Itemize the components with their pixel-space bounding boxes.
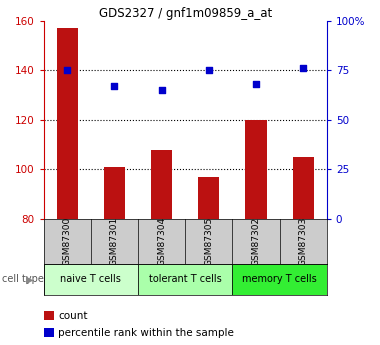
Point [158, 87, 165, 93]
Bar [198, 177, 220, 219]
Text: GSM87304: GSM87304 [157, 217, 166, 266]
Point [206, 68, 212, 73]
Point [64, 68, 70, 73]
Text: ▶: ▶ [26, 275, 33, 284]
Point [111, 83, 117, 89]
Text: naive T cells: naive T cells [60, 275, 121, 284]
Text: tolerant T cells: tolerant T cells [149, 275, 222, 284]
Text: count: count [58, 311, 88, 321]
Bar [233, 264, 327, 295]
Point [300, 66, 306, 71]
Text: percentile rank within the sample: percentile rank within the sample [58, 328, 234, 338]
Bar [104, 167, 125, 219]
Bar [293, 157, 314, 219]
Text: GSM87303: GSM87303 [299, 217, 308, 266]
Bar [44, 264, 138, 295]
Point [253, 81, 259, 87]
Text: GSM87300: GSM87300 [63, 217, 72, 266]
Title: GDS2327 / gnf1m09859_a_at: GDS2327 / gnf1m09859_a_at [99, 7, 272, 20]
Text: GSM87302: GSM87302 [252, 217, 261, 266]
Bar [57, 28, 78, 219]
Text: cell type: cell type [2, 275, 44, 284]
Bar [245, 120, 267, 219]
Bar [151, 150, 172, 219]
Text: memory T cells: memory T cells [242, 275, 317, 284]
Bar [138, 264, 233, 295]
Text: GSM87301: GSM87301 [110, 217, 119, 266]
Text: GSM87305: GSM87305 [204, 217, 213, 266]
